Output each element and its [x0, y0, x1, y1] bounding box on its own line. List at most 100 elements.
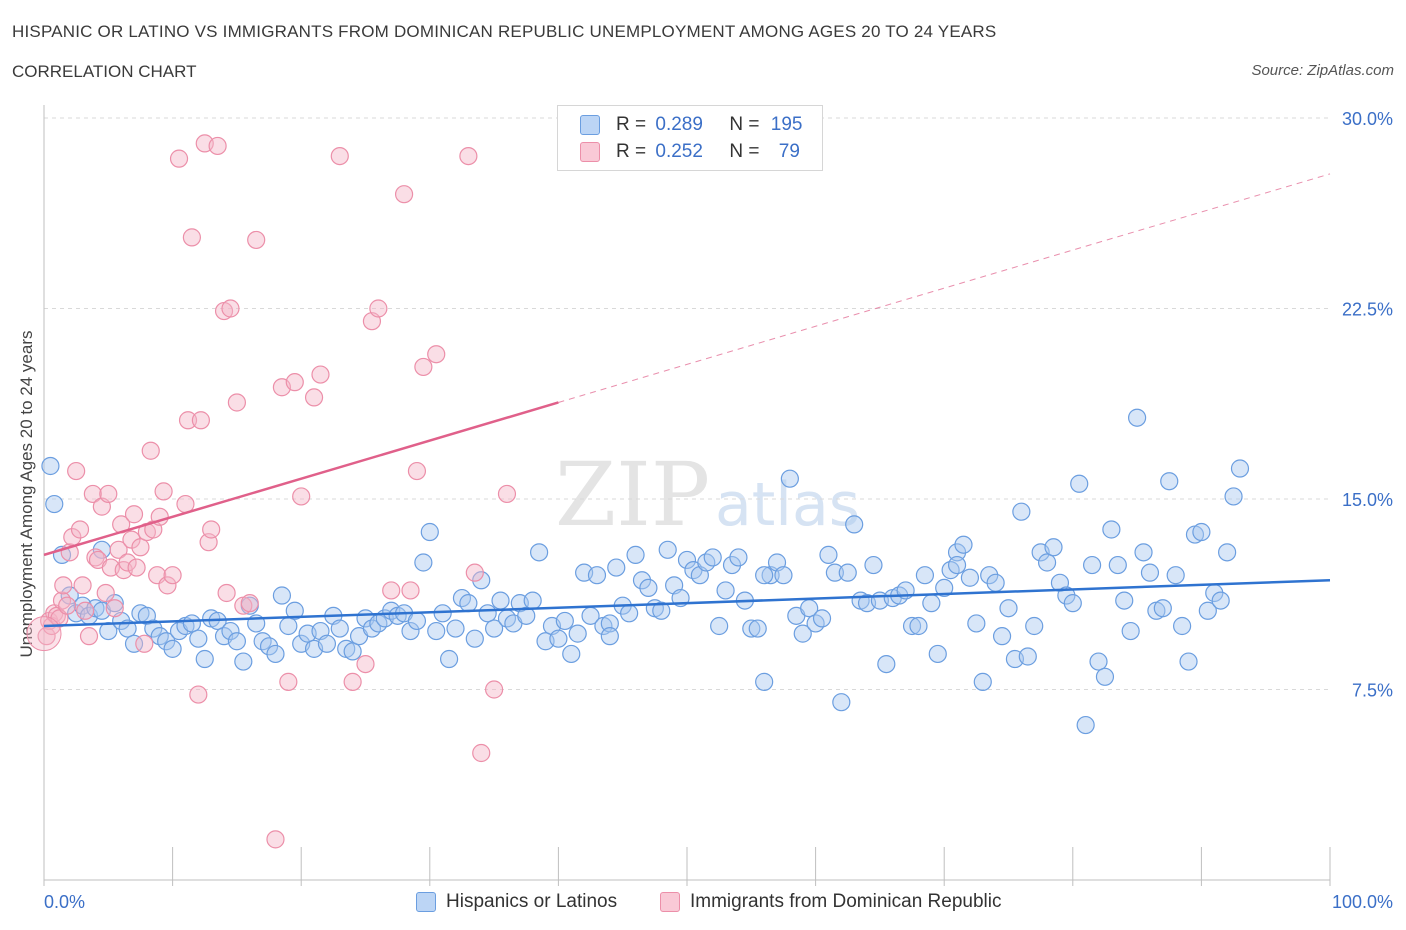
- hispanic-point-163: [1089, 652, 1108, 671]
- dominican-point-79: [497, 484, 517, 504]
- hispanic-point-134: [902, 616, 922, 636]
- hispanic-point-120: [812, 609, 832, 628]
- hispanic-point-81: [562, 644, 581, 664]
- blue-n-value: 195: [770, 114, 803, 135]
- hispanic-point-137: [922, 594, 941, 613]
- x-tick-label-1: 100.0%: [1332, 892, 1393, 912]
- source-credit: Source: ZipAtlas.com: [1251, 62, 1394, 79]
- hispanic-point-24: [195, 649, 214, 669]
- dominican-point-32: [135, 634, 154, 653]
- dominican-point-49: [202, 520, 221, 539]
- hispanic-point-80: [555, 611, 574, 631]
- hispanic-point-13: [124, 634, 144, 653]
- hispanic-point-82: [568, 624, 587, 643]
- hispanic-point-176: [1173, 616, 1192, 636]
- hispanic-point-107: [729, 548, 748, 567]
- dominican-point-15: [79, 627, 99, 646]
- dominican-point-30: [127, 558, 146, 577]
- hispanic-point-170: [1134, 543, 1153, 562]
- hispanic-point-142: [954, 535, 973, 554]
- hispanic-point-47: [343, 642, 362, 661]
- hispanic-point-109: [742, 619, 761, 638]
- dominican-point-46: [191, 411, 210, 430]
- watermark-zip: ZIP: [555, 443, 710, 546]
- dominican-point-52: [217, 583, 236, 603]
- dominican-point-14: [76, 601, 95, 620]
- blue-r-value: 0.289: [655, 114, 703, 135]
- legend-label-dominican: Immigrants from Dominican Republic: [690, 891, 1002, 912]
- hispanic-point-139: [935, 578, 954, 598]
- hispanic-point-111: [755, 672, 774, 691]
- chart-subtitle: CORRELATION CHART: [12, 62, 197, 81]
- dominican-point-54: [227, 393, 246, 412]
- hispanic-point-125: [845, 515, 864, 534]
- blue-r-label: R =: [616, 114, 652, 135]
- hispanic-point-58: [414, 553, 433, 572]
- hispanic-point-93: [639, 578, 658, 598]
- hispanic-point-23: [189, 629, 208, 648]
- hispanic-point-123: [832, 693, 851, 712]
- hispanic-point-152: [1018, 647, 1037, 666]
- hispanic-point-29: [227, 632, 246, 651]
- hispanic-point-187: [947, 555, 967, 575]
- dominican-point-27: [118, 553, 137, 572]
- hispanic-point-110: [748, 619, 767, 638]
- hispanic-point-1: [45, 494, 64, 514]
- dominican-point-62: [292, 487, 311, 506]
- hispanic-point-146: [980, 566, 999, 585]
- stats-legend: R = 0.289 N = 195 R = 0.252 N = 79: [557, 105, 823, 171]
- hispanic-point-91: [626, 545, 645, 564]
- dominican-point-31: [131, 538, 150, 557]
- hispanic-point-57: [407, 611, 427, 631]
- hispanic-point-18: [157, 632, 176, 651]
- hispanic-point-160: [1070, 474, 1089, 493]
- hispanic-point-43: [317, 634, 337, 653]
- hispanic-point-155: [1037, 553, 1057, 572]
- dominican-point-39: [158, 576, 177, 595]
- hispanic-point-36: [272, 586, 292, 605]
- hispanic-point-180: [1198, 601, 1217, 620]
- dominican-point-66: [343, 672, 362, 691]
- dominican-point-53: [221, 299, 240, 318]
- legend-item-dominican: Immigrants from Dominican Republic: [660, 889, 1002, 915]
- blue-n-label: N =: [729, 114, 765, 135]
- dominican-point-64: [311, 365, 330, 384]
- chart-title: HISPANIC OR LATINO VS IMMIGRANTS FROM DO…: [12, 22, 997, 41]
- dominican-point-11: [67, 461, 86, 481]
- hispanic-point-158: [1057, 586, 1076, 605]
- hispanic-point-56: [401, 621, 420, 641]
- y-tick-label-2: 22.5%: [1342, 300, 1393, 320]
- dominican-point-73: [407, 461, 427, 481]
- dominican-point-70: [382, 581, 401, 600]
- hispanic-point-10: [105, 594, 124, 613]
- hispanic-point-166: [1108, 555, 1127, 575]
- trendline-dominican-solid: [43, 401, 559, 557]
- dominican-point-60: [279, 672, 298, 691]
- dominican-point-58: [266, 830, 285, 849]
- hispanic-point-161: [1076, 715, 1095, 735]
- dominican-point-38: [154, 482, 173, 501]
- dominican-point-40: [163, 566, 182, 585]
- dominican-point-23: [105, 599, 124, 618]
- hispanic-point-65: [459, 594, 478, 613]
- hispanic-point-30: [234, 652, 253, 671]
- dominican-point-61: [285, 373, 304, 392]
- hispanic-point-106: [722, 555, 742, 575]
- hispanic-point-117: [793, 624, 812, 643]
- dominican-point-34: [141, 441, 160, 460]
- hispanic-point-177: [1179, 652, 1198, 671]
- hispanic-point-114: [774, 566, 793, 585]
- hispanic-point-37: [279, 616, 298, 636]
- dominican-point-75: [427, 345, 446, 364]
- hispanic-point-130: [877, 654, 896, 674]
- hispanic-point-156: [1044, 538, 1063, 557]
- stats-row-blue: R = 0.289 N = 195: [580, 113, 802, 137]
- hispanic-point-95: [652, 601, 671, 620]
- dominican-point-large: [26, 616, 62, 652]
- trendline-hispanic: [43, 579, 1331, 628]
- hispanic-point-76: [530, 543, 549, 562]
- hispanic-point-79: [549, 629, 568, 648]
- legend-swatch-blue: [416, 892, 436, 912]
- dominican-point-12: [70, 520, 90, 539]
- hispanic-point-189: [600, 627, 619, 646]
